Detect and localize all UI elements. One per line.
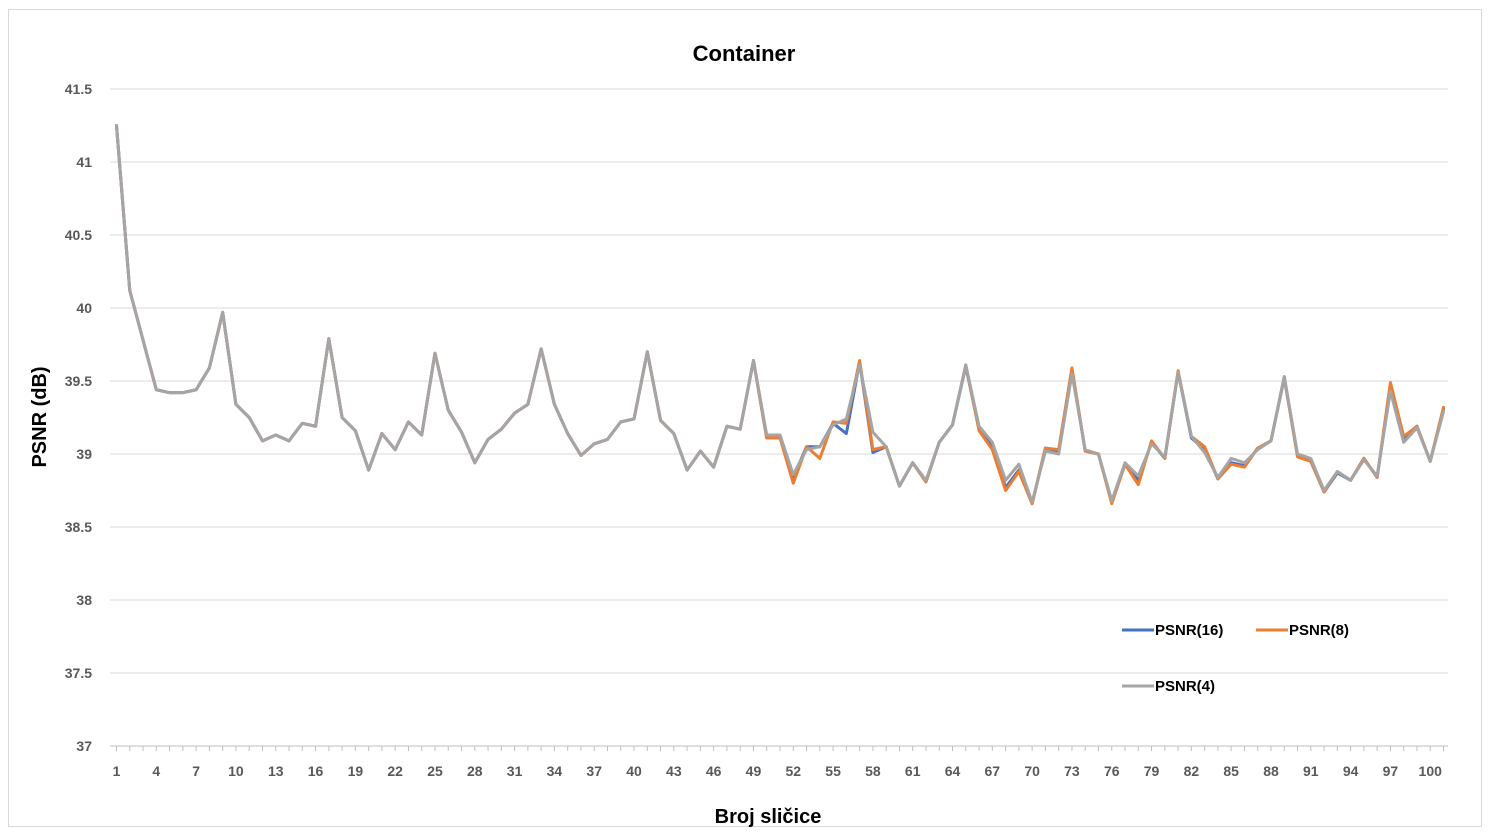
series-line-3 <box>115 124 1445 504</box>
y-tick-label: 39.5 <box>65 373 92 389</box>
x-tick-label: 13 <box>268 763 284 779</box>
x-tick-label: 28 <box>467 763 483 779</box>
legend: PSNR(16) PSNR(8) PSNR(4) <box>1122 622 1349 695</box>
x-tick-label: 100 <box>1419 763 1443 779</box>
y-tick-label: 40 <box>76 300 92 316</box>
x-tick-label: 79 <box>1144 763 1160 779</box>
x-tick-label: 61 <box>905 763 921 779</box>
x-tick-label: 40 <box>626 763 642 779</box>
x-tick-label: 22 <box>387 763 403 779</box>
y-tick-label: 37.5 <box>65 665 92 681</box>
series-line-2 <box>115 124 1445 506</box>
x-tick-label: 91 <box>1303 763 1319 779</box>
x-tick-label: 46 <box>706 763 722 779</box>
x-tick-label: 88 <box>1263 763 1279 779</box>
y-tick-label: 38 <box>76 592 92 608</box>
x-tick-label: 67 <box>985 763 1001 779</box>
x-axis-title: Broj sličice <box>715 806 822 828</box>
x-tick-label: 10 <box>228 763 244 779</box>
y-tick-label: 38.5 <box>65 519 92 535</box>
x-tick-label: 7 <box>192 763 200 779</box>
x-tick-label: 64 <box>945 763 961 779</box>
series-line-1 <box>115 124 1445 506</box>
legend-label: PSNR(8) <box>1289 622 1349 639</box>
y-tick-label: 40.5 <box>65 227 92 243</box>
x-tick-label: 31 <box>507 763 523 779</box>
y-tick-label: 37 <box>76 738 92 754</box>
y-axis-tick-labels: 37 37.5 38 38.5 39 39.5 40 40.5 41 41.5 <box>65 81 92 754</box>
legend-label: PSNR(16) <box>1155 622 1223 639</box>
x-tick-label: 34 <box>547 763 563 779</box>
chart-frame <box>8 9 1482 827</box>
x-axis-tick-labels: 1 4 7 10 13 16 19 22 25 28 31 34 37 40 43 46 49 52 55 58 61 6… <box>113 763 1443 779</box>
y-tick-label: 41.5 <box>65 81 92 97</box>
series-lines <box>115 124 1445 506</box>
x-tick-label: 73 <box>1064 763 1080 779</box>
x-tick-label: 4 <box>152 763 160 779</box>
y-tick-label: 39 <box>76 446 92 462</box>
x-axis <box>110 745 1448 751</box>
y-axis-title: PSNR (dB) <box>29 366 51 467</box>
x-tick-label: 55 <box>825 763 841 779</box>
x-tick-label: 37 <box>586 763 602 779</box>
legend-label: PSNR(4) <box>1155 678 1215 695</box>
x-tick-label: 19 <box>348 763 364 779</box>
x-tick-label: 94 <box>1343 763 1359 779</box>
x-tick-label: 85 <box>1223 763 1239 779</box>
x-tick-label: 70 <box>1024 763 1040 779</box>
x-tick-label: 25 <box>427 763 443 779</box>
x-tick-label: 52 <box>785 763 801 779</box>
y-tick-label: 41 <box>76 154 92 170</box>
x-tick-label: 82 <box>1184 763 1200 779</box>
x-tick-label: 1 <box>113 763 121 779</box>
x-tick-label: 97 <box>1383 763 1399 779</box>
x-tick-label: 58 <box>865 763 881 779</box>
gridlines <box>110 88 1448 674</box>
chart-title: Container <box>693 41 796 66</box>
x-tick-label: 76 <box>1104 763 1120 779</box>
x-tick-label: 43 <box>666 763 682 779</box>
x-tick-label: 49 <box>746 763 762 779</box>
x-tick-label: 16 <box>308 763 324 779</box>
